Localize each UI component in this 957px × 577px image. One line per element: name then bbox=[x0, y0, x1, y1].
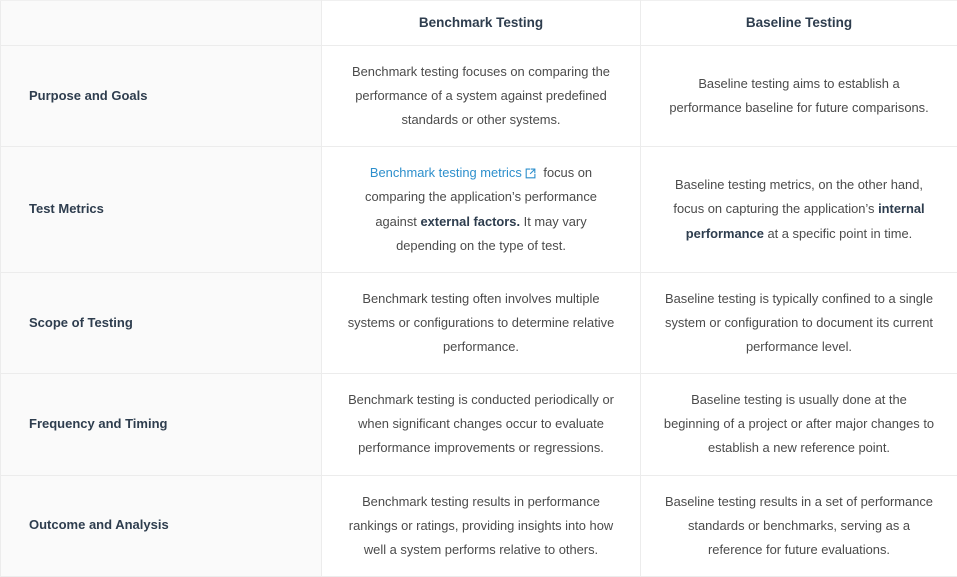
link-label: Benchmark testing metrics bbox=[370, 165, 522, 180]
cell-text: Baseline testing aims to establish a per… bbox=[663, 72, 935, 120]
external-link-icon bbox=[525, 168, 536, 179]
header-cell-blank bbox=[1, 1, 322, 46]
cell-benchmark-frequency-and-timing: Benchmark testing is conducted periodica… bbox=[322, 374, 641, 475]
row-label-scope-of-testing: Scope of Testing bbox=[1, 272, 322, 373]
table-row: Frequency and Timing Benchmark testing i… bbox=[1, 374, 957, 475]
row-label-purpose-and-goals: Purpose and Goals bbox=[1, 45, 322, 146]
cell-baseline-test-metrics: Baseline testing metrics, on the other h… bbox=[641, 147, 957, 273]
header-cell-benchmark-testing: Benchmark Testing bbox=[322, 1, 641, 46]
table-row: Purpose and Goals Benchmark testing focu… bbox=[1, 45, 957, 146]
cell-benchmark-scope-of-testing: Benchmark testing often involves multipl… bbox=[322, 272, 641, 373]
cell-baseline-frequency-and-timing: Baseline testing is usually done at the … bbox=[641, 374, 957, 475]
cell-text: Baseline testing metrics, on the other h… bbox=[663, 173, 935, 245]
cell-baseline-outcome-and-analysis: Baseline testing results in a set of per… bbox=[641, 475, 957, 576]
cell-text-part2: at a specific point in time. bbox=[764, 226, 912, 241]
row-label-test-metrics: Test Metrics bbox=[1, 147, 322, 273]
cell-text: Baseline testing is typically confined t… bbox=[663, 287, 935, 359]
cell-text: Benchmark testing often involves multipl… bbox=[344, 287, 618, 359]
cell-benchmark-purpose-and-goals: Benchmark testing focuses on comparing t… bbox=[322, 45, 641, 146]
cell-text: Benchmark testing focuses on comparing t… bbox=[344, 60, 618, 132]
table-row: Outcome and Analysis Benchmark testing r… bbox=[1, 475, 957, 576]
table-body: Purpose and Goals Benchmark testing focu… bbox=[1, 45, 957, 576]
cell-text-emphasis: external factors. bbox=[420, 214, 520, 229]
cell-text: Benchmark testing is conducted periodica… bbox=[344, 388, 618, 460]
cell-text: Baseline testing is usually done at the … bbox=[663, 388, 935, 460]
cell-text: Benchmark testing metrics focus on compa… bbox=[344, 161, 618, 258]
benchmark-testing-metrics-link[interactable]: Benchmark testing metrics bbox=[370, 165, 522, 180]
cell-benchmark-test-metrics: Benchmark testing metrics focus on compa… bbox=[322, 147, 641, 273]
cell-baseline-scope-of-testing: Baseline testing is typically confined t… bbox=[641, 272, 957, 373]
row-label-frequency-and-timing: Frequency and Timing bbox=[1, 374, 322, 475]
row-label-outcome-and-analysis: Outcome and Analysis bbox=[1, 475, 322, 576]
table-row: Scope of Testing Benchmark testing often… bbox=[1, 272, 957, 373]
header-row: Benchmark Testing Baseline Testing bbox=[1, 1, 957, 46]
header-cell-baseline-testing: Baseline Testing bbox=[641, 1, 957, 46]
cell-text: Baseline testing results in a set of per… bbox=[663, 490, 935, 562]
table-header: Benchmark Testing Baseline Testing bbox=[1, 1, 957, 46]
cell-benchmark-outcome-and-analysis: Benchmark testing results in performance… bbox=[322, 475, 641, 576]
cell-text: Benchmark testing results in performance… bbox=[344, 490, 618, 562]
cell-baseline-purpose-and-goals: Baseline testing aims to establish a per… bbox=[641, 45, 957, 146]
table-row: Test Metrics Benchmark testing metrics f… bbox=[1, 147, 957, 273]
